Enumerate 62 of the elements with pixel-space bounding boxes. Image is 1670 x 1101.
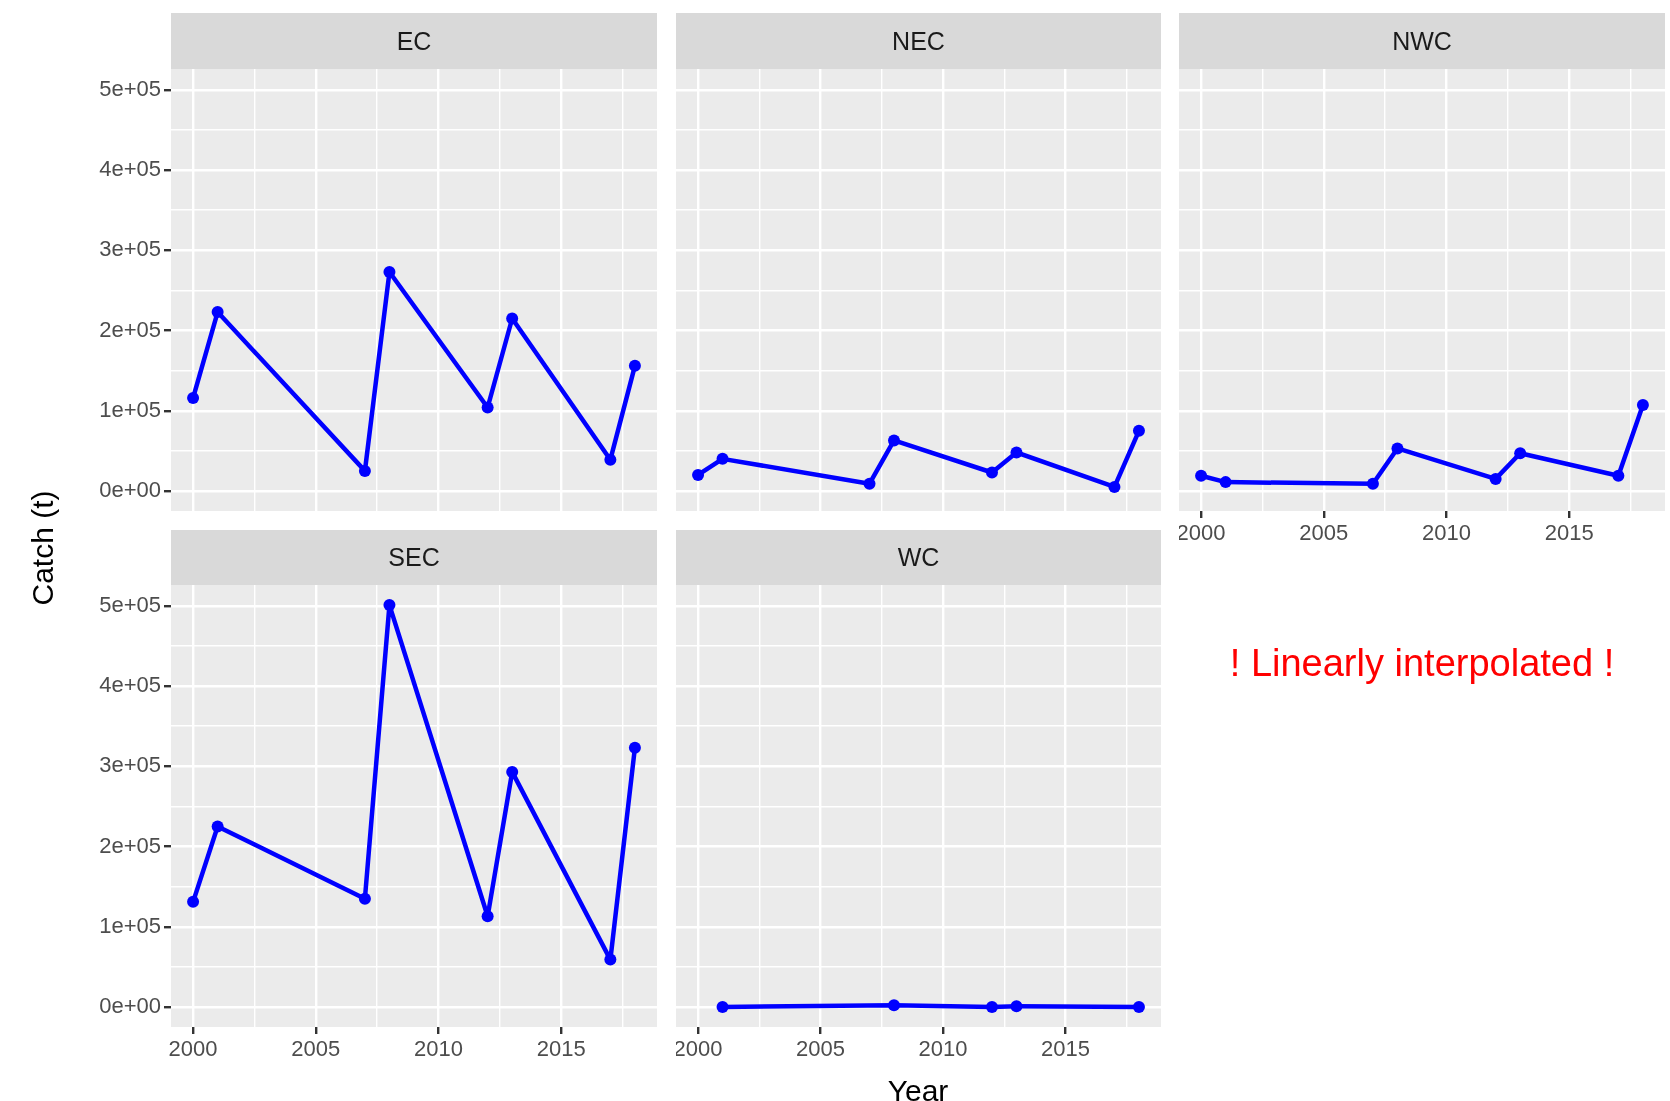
y-tick-label: 5e+05 (99, 591, 161, 617)
x-tick-label: 2015 (1040, 1036, 1090, 1062)
point (358, 464, 371, 477)
point (1636, 399, 1649, 412)
point (888, 434, 901, 447)
chart-title: NEC (676, 13, 1161, 69)
point (1514, 447, 1527, 460)
point (506, 765, 519, 778)
point (383, 265, 396, 278)
chart-title: WC (676, 530, 1161, 585)
point (383, 599, 396, 612)
y-tick-label: 3e+05 (99, 236, 161, 262)
point (1132, 424, 1145, 437)
chart-title: NWC (1179, 13, 1665, 69)
y-tick-label: 0e+00 (99, 477, 161, 503)
point (1010, 446, 1023, 459)
y-tick-label: 1e+05 (99, 912, 161, 938)
point (604, 453, 617, 466)
point (358, 892, 371, 905)
point (985, 466, 998, 479)
x-tick-label: 2000 (168, 1036, 218, 1062)
point (211, 820, 224, 833)
y-tick-label: 5e+05 (99, 75, 161, 101)
point (1612, 469, 1625, 482)
point (1108, 480, 1121, 493)
y-tick-label: 4e+05 (99, 672, 161, 698)
point (1195, 469, 1208, 482)
y-tick-label: 4e+05 (99, 156, 161, 182)
point (863, 477, 876, 490)
x-tick-label: 2010 (918, 1036, 968, 1062)
point (211, 306, 224, 319)
x-tick-label: 2010 (414, 1036, 464, 1062)
point (1366, 477, 1379, 490)
x-tick-label: 2015 (1544, 520, 1594, 546)
x-tick-label: 2005 (291, 1036, 341, 1062)
y-tick-label: 2e+05 (99, 832, 161, 858)
y-axis-title: Catch (t) (26, 490, 60, 606)
point (506, 312, 519, 325)
point (604, 953, 617, 966)
chart-title: SEC (171, 530, 657, 585)
point (187, 895, 200, 908)
point (481, 910, 494, 923)
text: ! Linearly interpolated ! (1229, 641, 1615, 685)
point (1391, 442, 1404, 455)
point (481, 401, 494, 414)
point (1219, 476, 1232, 489)
y-tick-label: 0e+00 (99, 993, 161, 1019)
x-tick-label: 2010 (1422, 520, 1472, 546)
chart-title: EC (171, 13, 657, 69)
y-tick-label: 3e+05 (99, 752, 161, 778)
x-tick-label: 2015 (536, 1036, 586, 1062)
point (716, 452, 729, 465)
point (692, 468, 705, 481)
point (1489, 472, 1502, 485)
x-tick-label: 2005 (1299, 520, 1349, 546)
x-tick-label: 2005 (796, 1036, 845, 1062)
point (628, 359, 641, 372)
point (187, 391, 200, 404)
x-axis-title: Year (887, 1074, 949, 1101)
y-tick-label: 1e+05 (99, 396, 161, 422)
point (628, 741, 641, 754)
y-tick-label: 2e+05 (99, 316, 161, 342)
